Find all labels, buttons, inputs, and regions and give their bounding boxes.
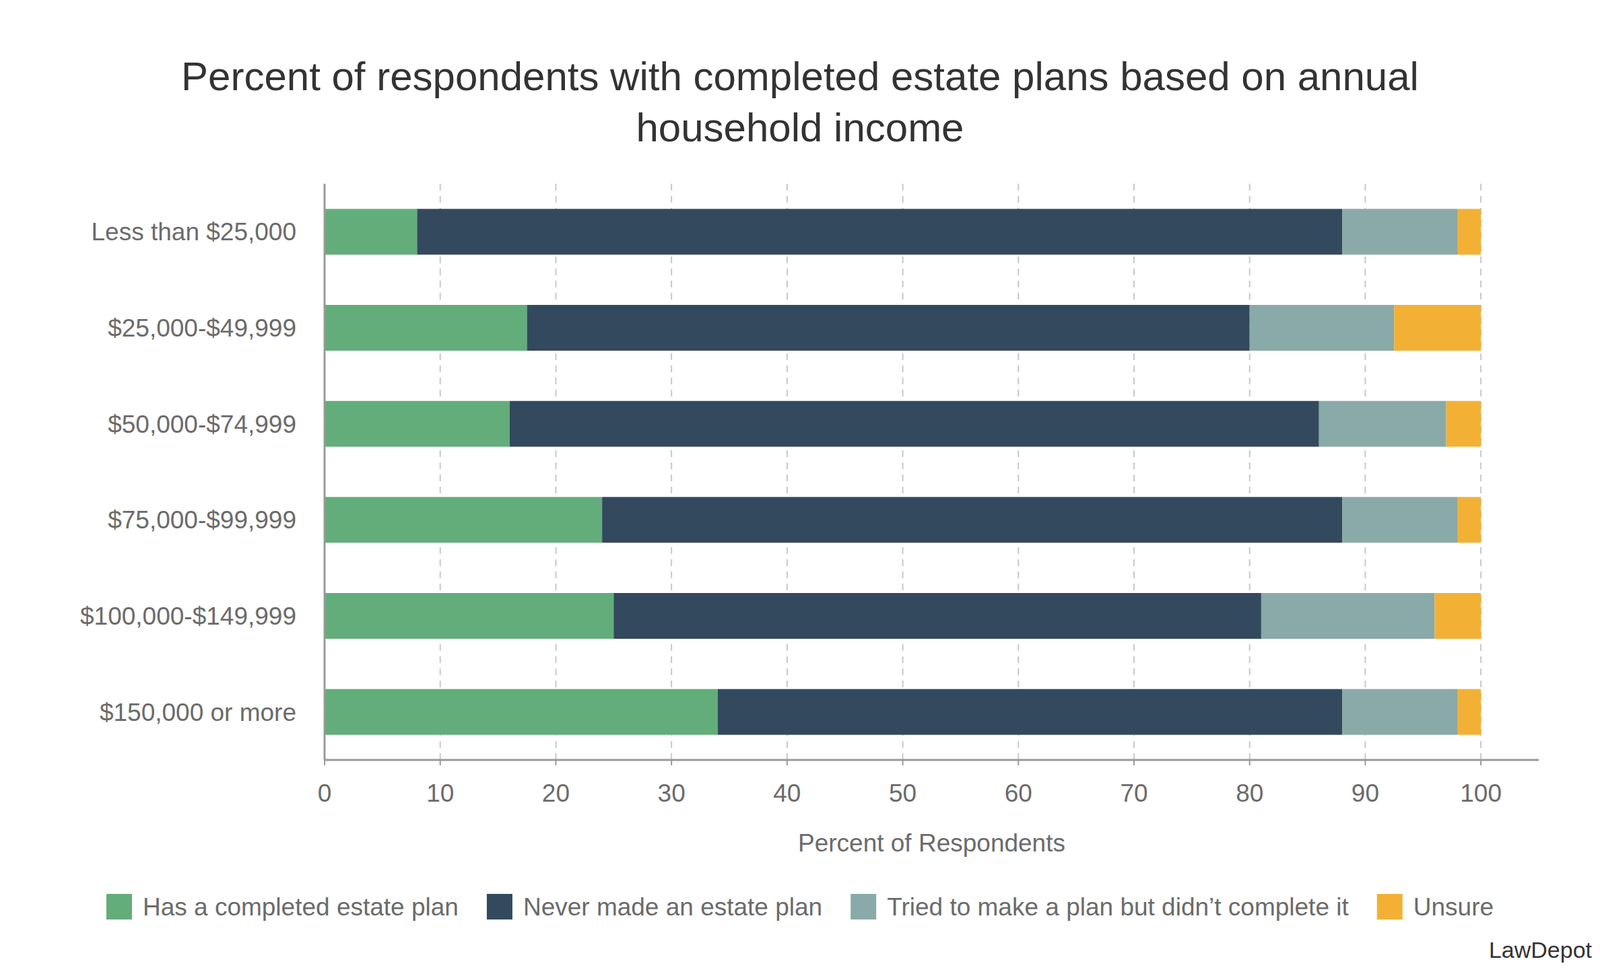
tick — [439, 760, 442, 766]
title-line: Percent of respondents with completed es… — [181, 53, 1419, 99]
tick — [1133, 760, 1135, 766]
bar-segment — [1446, 401, 1482, 448]
tick — [1364, 760, 1366, 766]
bar-segment — [1342, 689, 1458, 736]
bar-segment — [324, 689, 718, 736]
grid-line — [1133, 183, 1135, 761]
legend-swatch — [850, 894, 877, 920]
legend-label: Tried to make a plan but didn’t complete… — [886, 893, 1349, 922]
tick-label: 80 — [1235, 779, 1264, 808]
bar-segment — [1393, 305, 1481, 351]
category-label: $100,000-$149,999 — [80, 602, 297, 631]
legend-swatch — [106, 894, 132, 920]
grid-line — [439, 183, 442, 761]
tick — [1249, 760, 1251, 766]
bar-segment — [527, 305, 1250, 351]
grid-line — [670, 183, 673, 761]
tick-label: 20 — [542, 779, 570, 808]
bar-segment — [602, 496, 1343, 543]
y-axis — [323, 183, 326, 761]
grid-line — [554, 183, 557, 761]
axis-title: Percent of Respondents — [797, 829, 1066, 858]
category-label: $150,000 or more — [99, 698, 297, 727]
legend: Has a completed estate plan Never made an… — [106, 893, 1494, 922]
bar-segment — [1319, 401, 1447, 448]
tick — [554, 760, 557, 766]
tick-label: 0 — [317, 779, 332, 808]
tick — [902, 760, 904, 766]
legend-label: Has a completed estate plan — [142, 893, 459, 922]
tick-label: 70 — [1119, 779, 1148, 808]
bar-segment — [1342, 208, 1458, 255]
title: Percent of respondents with completed es… — [181, 53, 1419, 151]
bar-segment — [613, 593, 1262, 640]
bar-segment — [1261, 593, 1436, 640]
tick-label: 50 — [888, 779, 917, 808]
title-line: household income — [635, 105, 964, 151]
bar-segment — [324, 401, 510, 448]
bar-segment — [324, 593, 614, 640]
tick-label: 90 — [1351, 779, 1380, 808]
tick-label: 40 — [773, 779, 801, 808]
legend-label: Never made an estate plan — [523, 893, 823, 922]
bar-segment — [1457, 208, 1481, 255]
tick-label: 30 — [657, 779, 686, 808]
bars — [324, 208, 1481, 735]
bar-segment — [1457, 689, 1481, 736]
bar-segment — [416, 208, 1343, 255]
bar-segment — [324, 496, 603, 543]
brand: LawDepot — [1488, 937, 1593, 963]
grid-line — [1480, 183, 1482, 761]
bar-segment — [717, 689, 1343, 736]
grid-line — [902, 183, 904, 761]
tick — [323, 760, 326, 766]
grid-line — [1364, 183, 1366, 761]
category-label: Less than $25,000 — [91, 218, 297, 246]
grid-line — [1017, 183, 1019, 761]
chart: Percent of respondents with completed es… — [0, 0, 1600, 974]
grid-line — [786, 183, 788, 761]
tick — [670, 760, 673, 766]
bar-segment — [324, 305, 528, 351]
x-axis — [324, 759, 1539, 762]
tick-label: 10 — [426, 779, 454, 808]
tick — [786, 760, 788, 766]
grid-line — [1249, 183, 1251, 761]
legend-swatch — [486, 894, 513, 920]
bar-segment — [324, 208, 417, 255]
legend-label: Unsure — [1413, 893, 1494, 922]
bar-segment — [1457, 496, 1481, 543]
bar-segment — [1434, 593, 1481, 640]
tick-label: 60 — [1004, 779, 1033, 808]
bar-segment — [1249, 305, 1395, 351]
bar-segment — [509, 401, 1320, 448]
bar-segment — [1342, 496, 1458, 543]
tick — [1017, 760, 1019, 766]
category-label: $25,000-$49,999 — [107, 314, 297, 343]
legend-swatch — [1377, 894, 1403, 920]
tick — [1480, 760, 1482, 766]
category-label: $50,000-$74,999 — [107, 410, 297, 439]
tick-label: 100 — [1459, 779, 1502, 808]
category-label: $75,000-$99,999 — [107, 506, 297, 535]
